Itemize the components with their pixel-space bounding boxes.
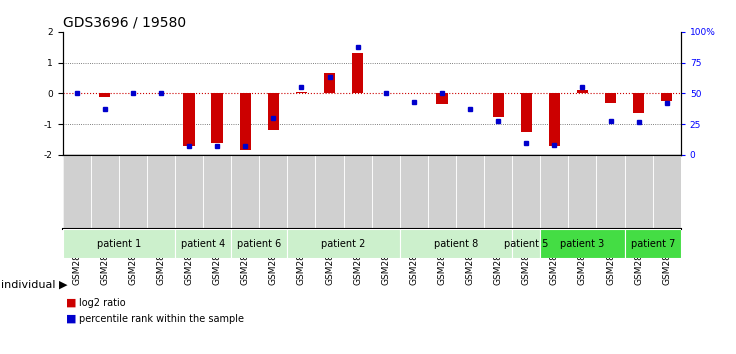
Bar <box>268 93 279 130</box>
Bar <box>400 229 512 258</box>
Bar <box>520 93 532 132</box>
Text: ■: ■ <box>66 314 77 324</box>
Text: patient 5: patient 5 <box>504 239 548 249</box>
Bar <box>63 229 175 258</box>
Text: patient 1: patient 1 <box>96 239 141 249</box>
Bar <box>512 229 540 258</box>
Bar <box>352 53 364 93</box>
Bar <box>577 90 588 93</box>
Text: patient 2: patient 2 <box>322 239 366 249</box>
Bar <box>540 229 625 258</box>
Text: patient 3: patient 3 <box>560 239 604 249</box>
Bar <box>605 93 616 103</box>
Text: patient 6: patient 6 <box>237 239 281 249</box>
Text: GDS3696 / 19580: GDS3696 / 19580 <box>63 15 185 29</box>
Bar <box>492 93 503 116</box>
Bar <box>625 229 681 258</box>
Text: log2 ratio: log2 ratio <box>79 298 126 308</box>
Bar <box>231 229 287 258</box>
Bar <box>211 93 223 143</box>
Bar <box>661 93 673 101</box>
Bar <box>549 93 560 146</box>
Bar <box>287 229 400 258</box>
Text: patient 8: patient 8 <box>434 239 478 249</box>
Text: patient 7: patient 7 <box>631 239 675 249</box>
Text: patient 4: patient 4 <box>181 239 225 249</box>
Bar <box>633 93 644 113</box>
Bar <box>324 73 335 93</box>
Bar <box>240 93 251 150</box>
Bar <box>296 92 307 93</box>
Bar <box>436 93 447 104</box>
Bar <box>183 93 194 146</box>
Text: ■: ■ <box>66 298 77 308</box>
Bar <box>175 229 231 258</box>
Text: individual ▶: individual ▶ <box>1 280 68 290</box>
Bar <box>99 93 110 97</box>
Text: percentile rank within the sample: percentile rank within the sample <box>79 314 244 324</box>
